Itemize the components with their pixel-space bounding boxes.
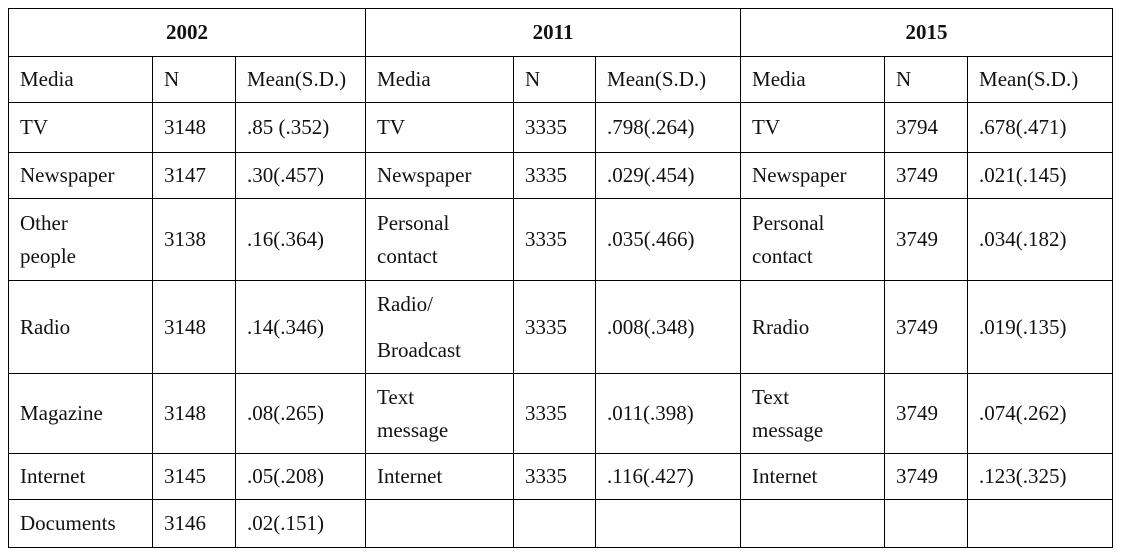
column-header: N xyxy=(152,56,236,103)
table-cell: 3335 xyxy=(513,453,597,500)
year-header: 2011 xyxy=(365,8,742,57)
table-cell: 3335 xyxy=(513,102,597,153)
cell-line: Text xyxy=(752,384,790,409)
table-cell: Newspaper xyxy=(365,152,515,199)
table-cell: TV xyxy=(740,102,886,153)
table-cell: Text message xyxy=(740,373,886,454)
table-cell: .019(.135) xyxy=(967,280,1114,374)
column-header: Mean(S.D.) xyxy=(595,56,742,103)
table-cell xyxy=(884,499,969,548)
cell-line: Text xyxy=(377,384,415,409)
table-cell: Rradio xyxy=(740,280,886,374)
table-cell: TV xyxy=(8,102,153,153)
table-cell: 3148 xyxy=(152,102,236,153)
table-cell: 3335 xyxy=(513,280,597,374)
table-cell: TV xyxy=(365,102,515,153)
table-cell: .021(.145) xyxy=(967,152,1114,199)
data-row: TV 3148.85 (.352) TV 3335.798(.264) TV 3794.6… xyxy=(8,102,1114,153)
table-cell: .034(.182) xyxy=(967,198,1114,281)
cell-line: message xyxy=(377,417,449,442)
table-cell: .08(.265) xyxy=(234,373,367,454)
cell-line: Broadcast xyxy=(377,338,461,362)
table-cell: .30(.457) xyxy=(234,152,367,199)
table-cell: 3749 xyxy=(884,373,969,454)
table-cell: .678(.471) xyxy=(967,102,1114,153)
table-cell: 3145 xyxy=(152,453,236,500)
table-cell: Newspaper xyxy=(740,152,886,199)
data-row: Other people 3138.16(.364) Personal contact 3… xyxy=(8,198,1114,281)
column-header: Media xyxy=(365,56,515,103)
table-cell: .029(.454) xyxy=(595,152,742,199)
data-row: Radio 3148.14(.346) Radio/Broadcast 3335.00… xyxy=(8,280,1114,374)
column-header: Mean(S.D.) xyxy=(967,56,1114,103)
table-cell: 3148 xyxy=(152,280,236,374)
table-cell: Internet xyxy=(740,453,886,500)
table-cell: .16(.364) xyxy=(234,198,367,281)
table-cell: 3335 xyxy=(513,373,597,454)
cell-line: Other xyxy=(20,210,68,235)
table-cell: .123(.325) xyxy=(967,453,1114,500)
data-row: Magazine 3148.08(.265) Text message 3335.011… xyxy=(8,373,1114,454)
data-row: Documents 3146.02(.151) xyxy=(8,499,1114,548)
table-cell xyxy=(513,499,597,548)
column-header: Media xyxy=(740,56,886,103)
table-cell: .02(.151) xyxy=(234,499,367,548)
column-header: N xyxy=(513,56,597,103)
column-header-row: Media N Mean(S.D.) Media N Mean(S.D.) Media N Me… xyxy=(8,56,1114,103)
table-cell: Radio xyxy=(8,280,153,374)
table-cell: 3335 xyxy=(513,198,597,281)
table-cell xyxy=(967,499,1114,548)
table-cell: .798(.264) xyxy=(595,102,742,153)
table-cell: Other people xyxy=(8,198,153,281)
cell-line: people xyxy=(20,243,76,268)
table-cell: Magazine xyxy=(8,373,153,454)
year-header: 2002 xyxy=(7,8,367,57)
table-cell xyxy=(365,499,515,548)
table-cell: 3749 xyxy=(884,152,969,199)
year-header: 2015 xyxy=(740,8,1114,57)
data-row: Newspaper 3147.30(.457) Newspaper 3335.029(… xyxy=(8,152,1114,199)
table-cell: Personal contact xyxy=(365,198,515,281)
table-cell xyxy=(595,499,742,548)
table-cell: 3794 xyxy=(884,102,969,153)
table-cell: 3749 xyxy=(884,198,969,281)
cell-line: Radio/ xyxy=(377,292,434,316)
cell-line: Personal xyxy=(752,210,825,235)
table-cell xyxy=(740,499,886,548)
table-cell: .14(.346) xyxy=(234,280,367,374)
table-cell: .011(.398) xyxy=(595,373,742,454)
year-row: 2002 2011 2015 xyxy=(7,8,1114,57)
data-row: Internet 3145.05(.208) Internet 3335.116(.4… xyxy=(8,453,1114,500)
table-cell: .116(.427) xyxy=(595,453,742,500)
table-body: 2002 2011 2015 Media N Mean(S.D.) Media N Mean(S… xyxy=(7,8,1114,548)
table-cell: 3138 xyxy=(152,198,236,281)
table-cell: .05(.208) xyxy=(234,453,367,500)
table-cell: Radio/Broadcast xyxy=(365,280,515,374)
table-cell: .074(.262) xyxy=(967,373,1114,454)
table-cell: 3335 xyxy=(513,152,597,199)
cell-line: contact xyxy=(752,243,813,268)
column-header: Media xyxy=(8,56,153,103)
cell-line: Personal xyxy=(377,210,450,235)
table-cell: 3749 xyxy=(884,453,969,500)
table-cell: 3148 xyxy=(152,373,236,454)
table-cell: .035(.466) xyxy=(595,198,742,281)
column-header: N xyxy=(884,56,969,103)
table-cell: 3146 xyxy=(152,499,236,548)
table-cell: 3749 xyxy=(884,280,969,374)
table-cell: 3147 xyxy=(152,152,236,199)
cell-line: message xyxy=(752,417,824,442)
table-cell: Internet xyxy=(365,453,515,500)
table-cell: .008(.348) xyxy=(595,280,742,374)
cell-line: contact xyxy=(377,243,438,268)
table-cell: .85 (.352) xyxy=(234,102,367,153)
column-header: Mean(S.D.) xyxy=(234,56,367,103)
table-cell: Internet xyxy=(8,453,153,500)
table-cell: Newspaper xyxy=(8,152,153,199)
table-cell: Documents xyxy=(8,499,153,548)
table-cell: Text message xyxy=(365,373,515,454)
data-table: 2002 2011 2015 Media N Mean(S.D.) Media N Mean(S… xyxy=(7,8,1114,548)
table-cell: Personal contact xyxy=(740,198,886,281)
